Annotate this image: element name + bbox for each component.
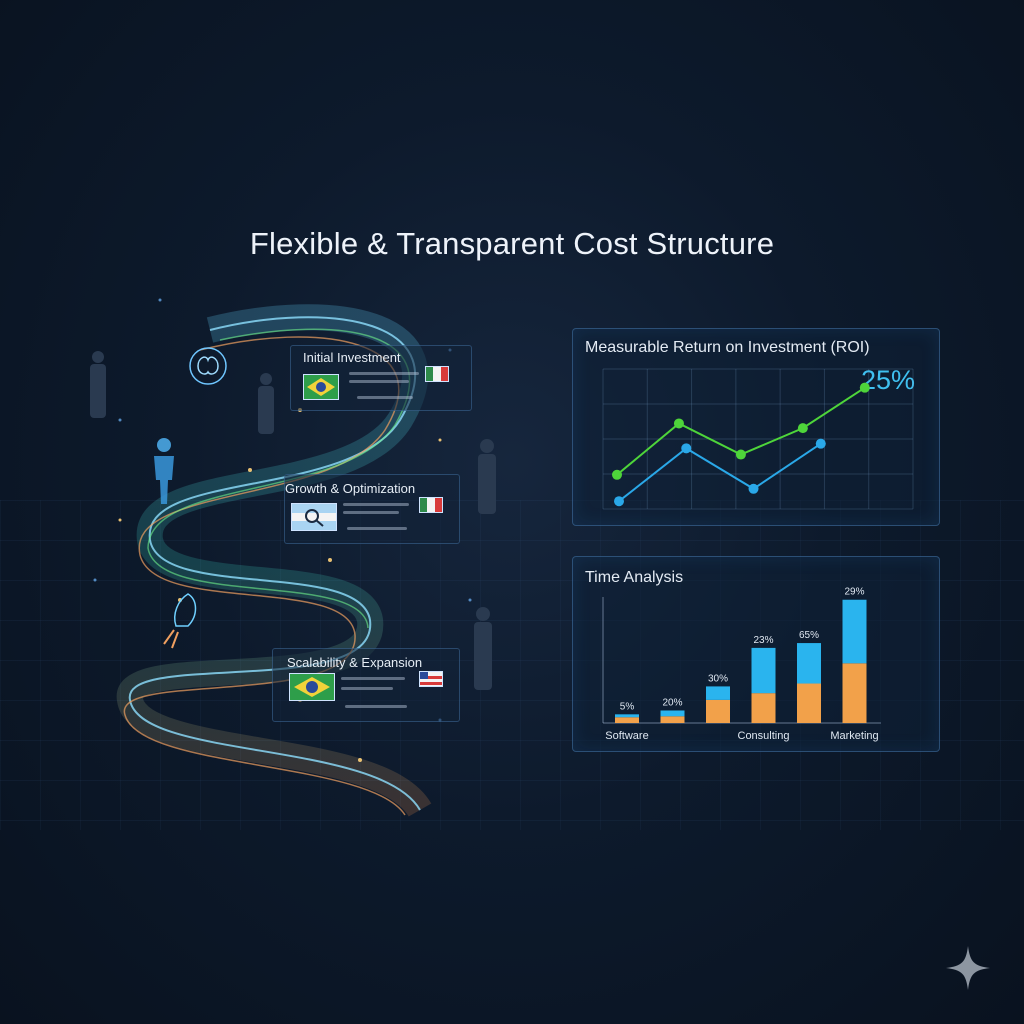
stripe-flag-icon xyxy=(419,671,443,687)
data-point-blue xyxy=(748,483,759,494)
time-bar-chart: 5% Software 20% 30% 23% Consulting 65% 29% Marke… xyxy=(602,587,881,742)
brazil-flag-icon xyxy=(289,673,335,701)
bar-segment-orange xyxy=(797,683,821,723)
bar-segment-orange xyxy=(751,693,776,723)
category-label: Software xyxy=(605,730,648,742)
bar-segment-blue xyxy=(842,599,867,664)
bar-value-label: 29% xyxy=(844,587,864,598)
text-line xyxy=(341,677,405,680)
roi-panel-title: Measurable Return on Investment (ROI) xyxy=(585,339,870,356)
bar-segment-blue xyxy=(797,643,821,684)
text-line xyxy=(347,527,407,530)
brazil-flag-icon xyxy=(303,374,339,400)
roi-panel: Measurable Return on Investment (ROI) 25… xyxy=(572,328,940,526)
text-line xyxy=(341,687,393,690)
person-icon xyxy=(154,438,174,504)
bar-segment-blue xyxy=(615,714,639,718)
brain-icon xyxy=(189,347,227,385)
bar-segment-orange xyxy=(660,716,685,723)
data-point-blue xyxy=(614,496,624,507)
category-label: Consulting xyxy=(738,730,790,742)
bar-segment-orange xyxy=(615,717,639,723)
data-point-green xyxy=(859,382,870,393)
time-analysis-title: Time Analysis xyxy=(585,569,684,586)
stage-title: Growth & Optimization xyxy=(285,481,416,496)
roi-line-chart xyxy=(602,368,914,510)
stage-card-scalability-expansion: Scalability & Expansion xyxy=(272,648,460,722)
bar-value-label: 5% xyxy=(620,701,635,712)
bar-segment-blue xyxy=(751,647,776,694)
sparkle-icon xyxy=(946,946,990,990)
silhouette-person-icon xyxy=(90,351,106,418)
data-point-green xyxy=(797,423,808,434)
stage-title: Initial Investment xyxy=(303,350,401,365)
bar-value-label: 23% xyxy=(753,635,773,646)
stage-title: Scalability & Expansion xyxy=(287,655,423,670)
text-line xyxy=(345,705,407,708)
text-line xyxy=(343,511,399,514)
mexico-flag-icon xyxy=(425,366,449,382)
bar-segment-orange xyxy=(842,663,867,723)
text-line xyxy=(357,396,413,399)
category-label: Marketing xyxy=(830,730,878,742)
stage-card-initial-investment: Initial Investment xyxy=(290,345,472,411)
roi-value: 25% xyxy=(861,365,916,395)
bar-value-label: 20% xyxy=(662,697,682,708)
silhouette-person-icon xyxy=(478,439,496,514)
data-point-green xyxy=(735,449,746,460)
page-title: Flexible & Transparent Cost Structure xyxy=(249,226,775,261)
silhouette-person-icon xyxy=(258,373,274,434)
text-line xyxy=(343,503,409,506)
bar-value-label: 65% xyxy=(799,630,819,641)
text-line xyxy=(349,372,419,375)
data-point-blue xyxy=(815,438,826,449)
rocket-icon xyxy=(163,593,197,649)
data-point-blue xyxy=(681,443,692,454)
magnifier-flag-icon xyxy=(291,503,337,531)
series-line-green xyxy=(616,386,866,476)
bar-segment-orange xyxy=(706,699,730,723)
bar-segment-blue xyxy=(706,686,730,700)
data-point-green xyxy=(612,469,622,480)
stage-card-growth-optimization: Growth & Optimization xyxy=(284,474,460,544)
mexico-flag-icon xyxy=(419,497,443,513)
silhouette-person-icon xyxy=(474,607,492,690)
bar-value-label: 30% xyxy=(708,673,728,684)
text-line xyxy=(349,380,409,383)
data-point-green xyxy=(673,418,684,429)
series-line-blue xyxy=(618,442,822,503)
bar-segment-blue xyxy=(660,710,685,717)
time-analysis-panel: Time Analysis 5% Software 20% 30% 23% Consult… xyxy=(572,556,940,752)
